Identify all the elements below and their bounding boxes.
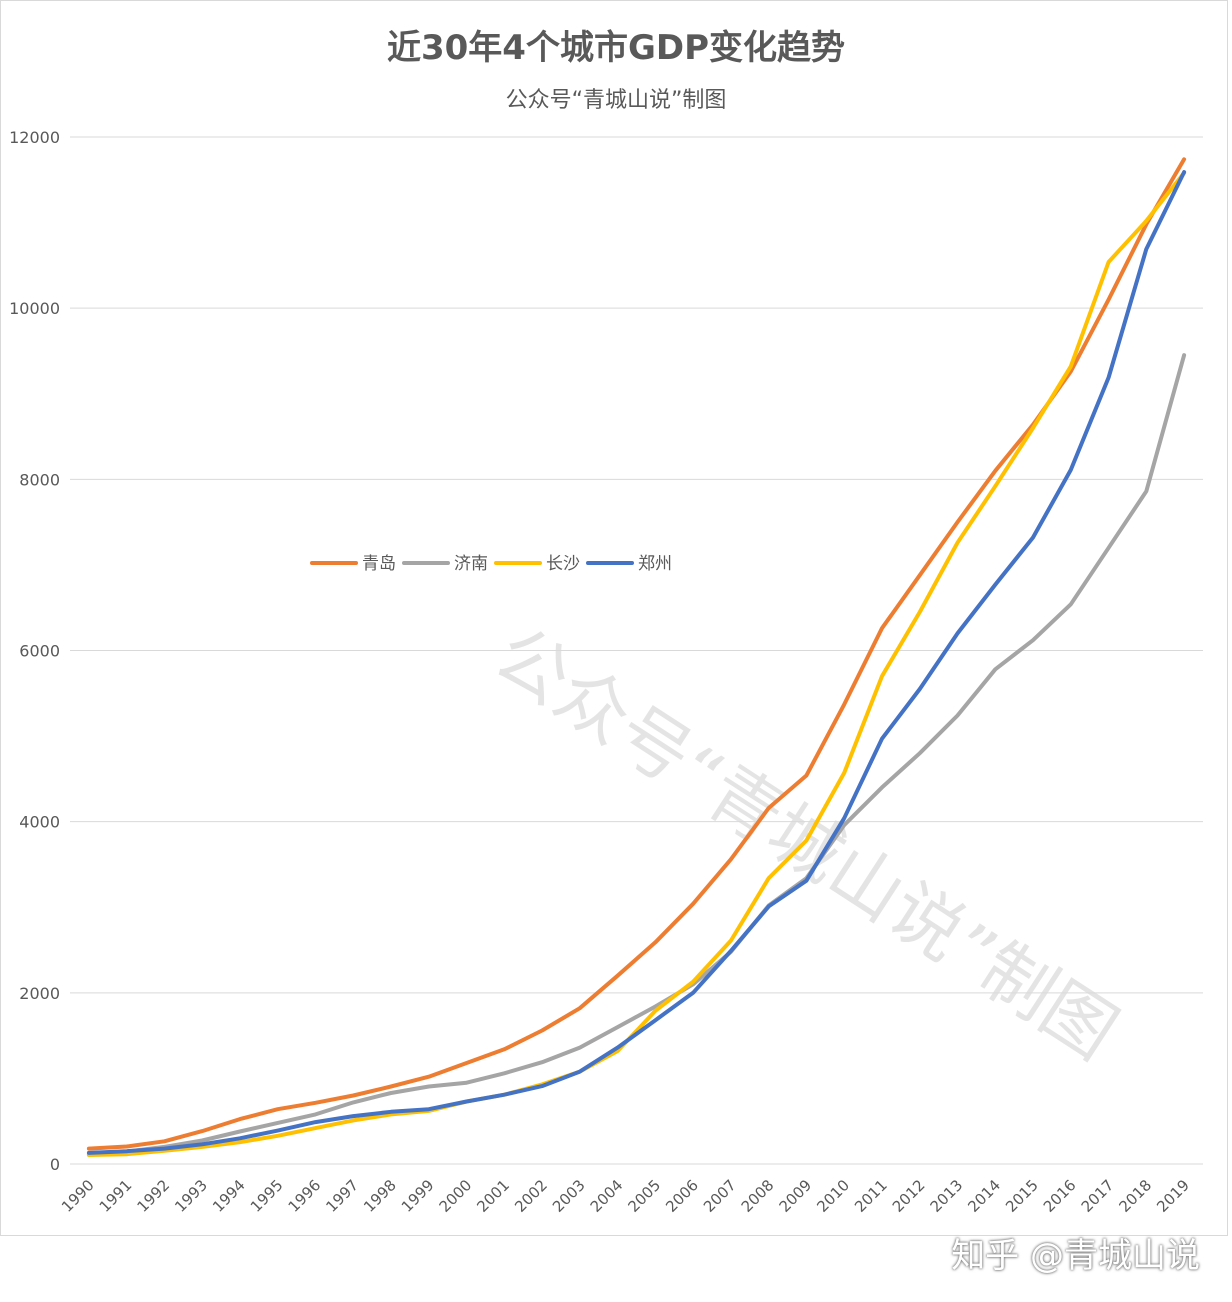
legend: 青岛 济南 长沙 郑州: [310, 554, 672, 574]
x-tick-label: 2012: [889, 1176, 929, 1216]
x-tick-label: 2006: [662, 1176, 702, 1216]
x-tick-label: 1996: [285, 1176, 325, 1216]
y-tick-label: 12000: [9, 128, 60, 147]
x-tick-label: 2007: [700, 1176, 740, 1216]
x-tick-label: 1995: [247, 1176, 287, 1216]
x-tick-label: 2004: [587, 1176, 627, 1216]
y-tick-label: 0: [50, 1155, 60, 1174]
x-tick-label: 2014: [964, 1176, 1004, 1216]
chart-title: 近30年4个城市GDP变化趋势: [386, 28, 846, 68]
series-line-2: [86, 170, 1187, 1157]
x-tick-label: 2000: [436, 1176, 476, 1216]
x-tick-label: 1998: [360, 1176, 400, 1216]
chart-subtitle: 公众号“青城山说”制图: [505, 88, 727, 113]
x-tick-label: 2013: [927, 1176, 967, 1216]
x-tick-label: 2016: [1040, 1176, 1080, 1216]
x-tick-label: 2010: [813, 1176, 853, 1216]
x-tick-label: 1999: [398, 1176, 438, 1216]
legend-label: 长沙: [546, 554, 580, 574]
y-tick-label: 8000: [19, 470, 60, 489]
y-tick-label: 6000: [19, 642, 60, 661]
x-axis-ticks: 1990199119921993199419951996199719981999…: [58, 1176, 1193, 1216]
x-tick-label: 2018: [1115, 1176, 1155, 1216]
x-tick-label: 2011: [851, 1176, 891, 1216]
series-lines: [86, 157, 1187, 1157]
y-axis-ticks: 0 2000 4000 6000 8000 10000 12000: [9, 128, 60, 1174]
legend-label: 郑州: [638, 554, 672, 574]
gridlines: [70, 136, 1203, 1165]
x-tick-label: 1991: [96, 1176, 136, 1216]
x-tick-label: 2003: [549, 1176, 589, 1216]
chart-frame: [0, 0, 1228, 1236]
line-chart: 0 2000 4000 6000 8000 10000 12000 199019911992…: [9, 128, 1203, 1216]
footer-watermark: 知乎 @青城山说: [951, 1236, 1200, 1276]
x-tick-label: 2015: [1002, 1176, 1042, 1216]
y-tick-label: 4000: [19, 813, 60, 832]
y-tick-label: 10000: [9, 299, 60, 318]
x-tick-label: 1992: [134, 1176, 174, 1216]
x-tick-label: 2008: [738, 1176, 778, 1216]
x-tick-label: 1993: [171, 1176, 211, 1216]
x-tick-label: 1994: [209, 1176, 249, 1216]
x-tick-label: 2002: [511, 1176, 551, 1216]
legend-label: 青岛: [362, 554, 396, 574]
x-tick-label: 2019: [1153, 1176, 1193, 1216]
x-tick-label: 2005: [624, 1176, 664, 1216]
y-tick-label: 2000: [19, 984, 60, 1003]
series-line-3: [86, 170, 1187, 1155]
legend-label: 济南: [454, 554, 488, 574]
x-tick-label: 1997: [322, 1176, 362, 1216]
x-tick-label: 1990: [58, 1176, 98, 1216]
x-tick-label: 2017: [1078, 1176, 1118, 1216]
series-line-0: [86, 157, 1187, 1151]
x-tick-label: 2009: [776, 1176, 816, 1216]
x-tick-label: 2001: [473, 1176, 513, 1216]
series-line-1: [86, 353, 1187, 1157]
